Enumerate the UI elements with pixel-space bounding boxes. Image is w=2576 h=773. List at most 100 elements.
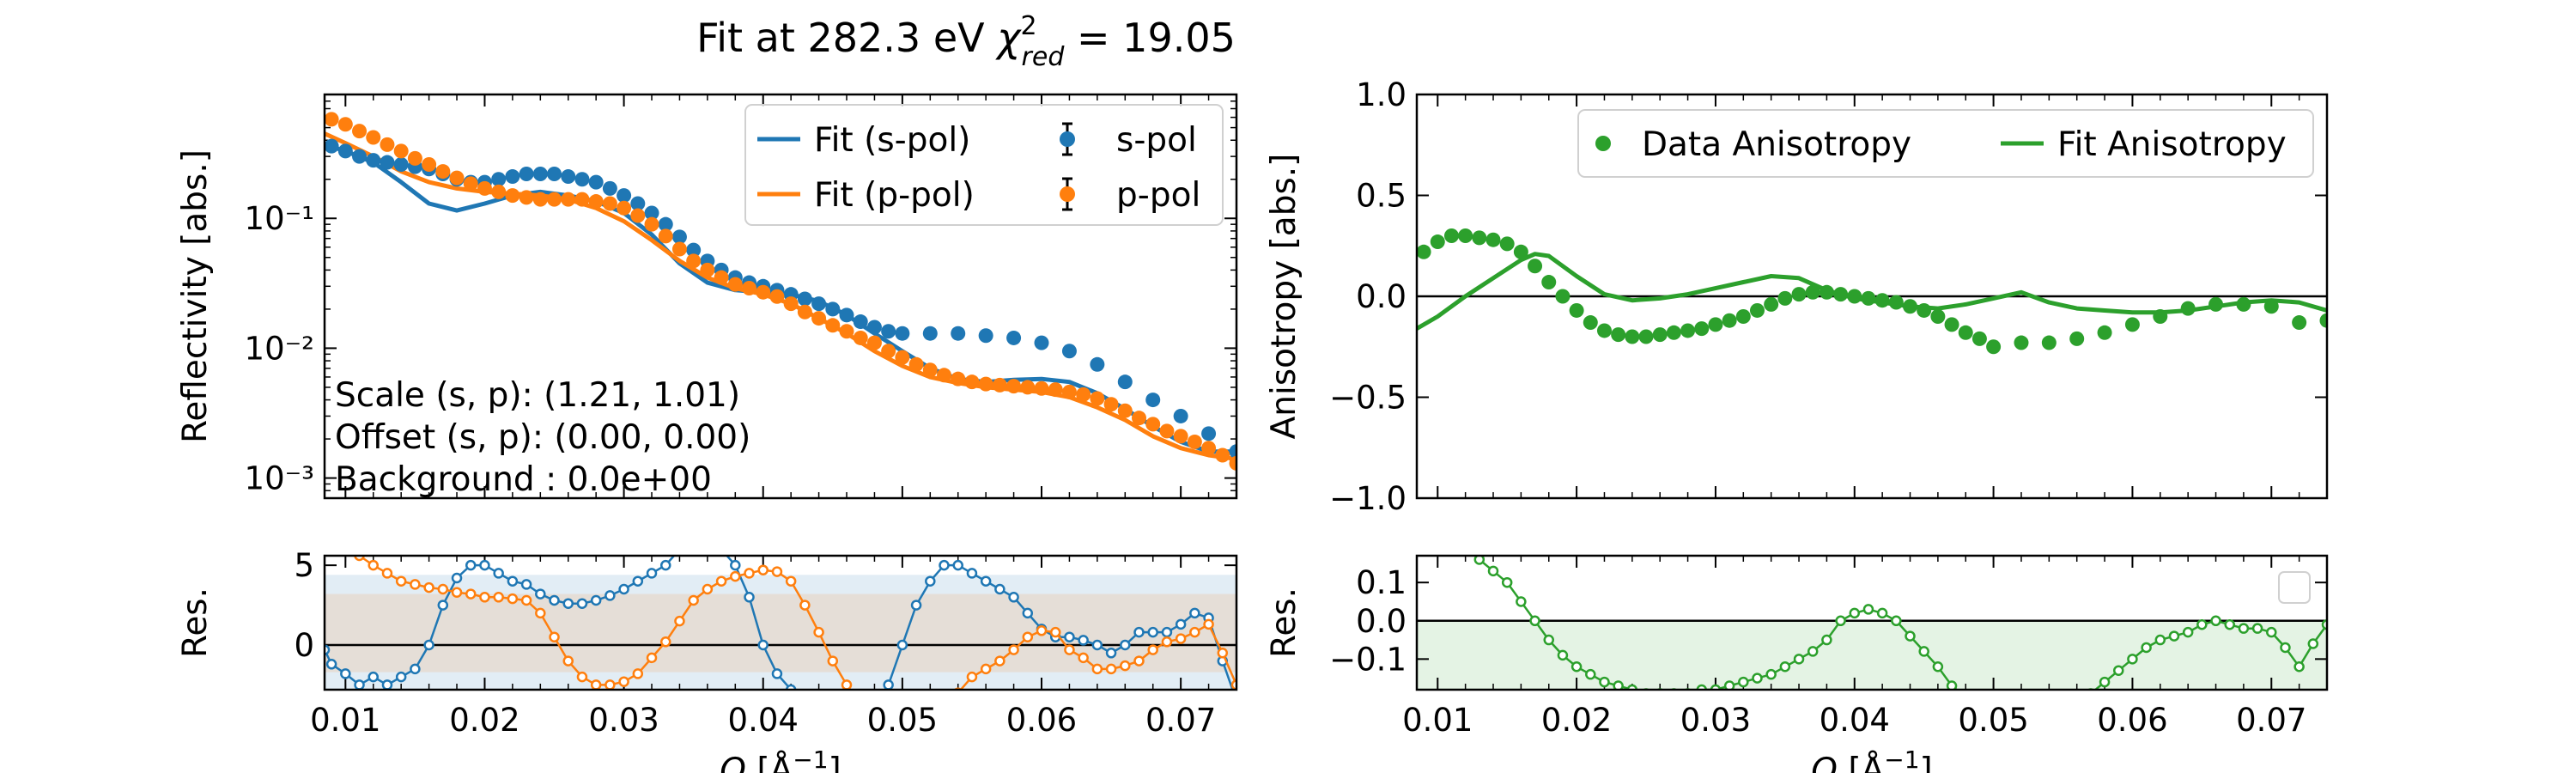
- p-pol-point: [1117, 403, 1133, 418]
- data-anisotropy-point: [1666, 325, 1681, 340]
- data-anisotropy-point: [1499, 236, 1515, 252]
- y-tick-label: −1.0: [1329, 480, 1406, 517]
- s-pol-residual-point: [562, 598, 574, 609]
- p-pol-point: [352, 124, 368, 139]
- p-pol-point: [908, 356, 924, 372]
- s-pol-residual-point: [815, 721, 823, 729]
- s-pol-residual-point: [925, 575, 936, 587]
- title-sub: red: [1022, 42, 1066, 72]
- s-pol-residual-point: [1064, 631, 1075, 642]
- data-anisotropy-point: [1611, 327, 1626, 343]
- data-anisotropy-point: [1638, 329, 1654, 344]
- anisotropy-residual-point: [1613, 680, 1624, 690]
- anisotropy-residual-point: [1433, 502, 1442, 510]
- p-pol-point: [671, 241, 687, 257]
- s-pol-residual-point: [465, 559, 477, 571]
- s-pol-point: [574, 172, 590, 187]
- s-pol-residual-point: [1189, 607, 1200, 619]
- reflectivity-frame: [323, 93, 1238, 500]
- p-pol-point: [435, 164, 451, 180]
- data-anisotropy-point: [1749, 302, 1765, 318]
- p-pol-residual-point: [1064, 644, 1075, 655]
- s-pol-point: [797, 291, 812, 307]
- p-pol-point: [853, 330, 868, 345]
- anisotropy-marks: [1417, 228, 2327, 355]
- anisotropy-residual-point: [2073, 701, 2081, 709]
- anisotropy-residual-point: [2266, 626, 2277, 638]
- data-anisotropy-point: [1555, 289, 1571, 304]
- p-pol-point: [1229, 455, 1236, 471]
- p-pol-point: [783, 296, 799, 312]
- p-pol-point: [769, 289, 785, 304]
- reflectivity-residuals-panel: 0.01 0.02 0.03 0.04 0.05 0.06 0.07 0 5 Res. Q [Å…: [176, 547, 1238, 773]
- p-pol-residual-point: [827, 655, 839, 666]
- s-pol-point: [1006, 330, 1022, 345]
- data-anisotropy-point: [1735, 309, 1751, 324]
- title-post: = 19.05: [1064, 15, 1235, 61]
- p-pol-residual-point: [576, 671, 588, 683]
- s-pol-point: [644, 205, 659, 221]
- p-pol-residual-point: [549, 631, 560, 642]
- p-pol-residual-point: [912, 752, 920, 761]
- p-pol-point: [1215, 447, 1230, 463]
- p-pol-point: [1020, 380, 1036, 395]
- s-pol-point: [561, 169, 576, 185]
- data-anisotropy-point: [2041, 335, 2057, 350]
- s-pol-point: [325, 138, 339, 154]
- y-tick-label: 1.0: [1356, 76, 1406, 113]
- p-pol-point: [325, 112, 339, 127]
- error-band: [325, 593, 1236, 673]
- data-anisotropy-point: [2014, 335, 2029, 350]
- data-anisotropy-point: [1485, 232, 1501, 247]
- s-pol-residual-point: [1120, 639, 1131, 651]
- p-pol-point: [1061, 384, 1077, 399]
- p-pol-point: [1006, 379, 1022, 394]
- s-pol-residual-point: [1078, 635, 1089, 646]
- s-pol-residual-point: [605, 590, 616, 601]
- reflectivity-ylabel: Reflectivity [abs.]: [176, 149, 215, 443]
- s-pol-residual-point: [829, 736, 837, 745]
- reflectivity-residuals-background: [325, 556, 1236, 690]
- p-pol-point: [866, 335, 882, 350]
- p-pol-point: [1201, 441, 1217, 456]
- anisotropy-residual-point: [1821, 634, 1832, 646]
- data-anisotropy-point: [1764, 296, 1779, 312]
- s-pol-point: [532, 166, 548, 181]
- legend-swatch-p: [1060, 177, 1075, 211]
- x-tick-label: 0.06: [1006, 702, 1077, 739]
- s-pol-point: [1117, 374, 1133, 390]
- s-pol-point: [895, 326, 910, 341]
- s-pol-residual-point: [966, 568, 978, 579]
- anisotropy-residual-point: [2141, 642, 2152, 654]
- s-pol-point: [505, 169, 520, 185]
- p-pol-residual-point: [1049, 626, 1061, 638]
- p-pol-residual-point: [744, 568, 755, 579]
- p-pol-residual-point: [771, 566, 783, 577]
- p-pol-point: [602, 196, 617, 211]
- reflectivity-residuals-ylabel: Res.: [176, 587, 215, 658]
- x-tick-label: 0.01: [1402, 702, 1473, 739]
- p-pol-point: [337, 117, 353, 132]
- s-pol-point: [866, 320, 882, 335]
- data-anisotropy-point: [1694, 321, 1710, 337]
- p-pol-point: [422, 157, 437, 173]
- anisotropy-residual-point: [1765, 668, 1777, 680]
- p-pol-residual-point: [688, 594, 699, 606]
- s-pol-residual-point: [632, 575, 644, 587]
- s-pol-residual-point: [618, 583, 629, 595]
- p-pol-point: [477, 180, 492, 196]
- x-tick-label: 0.03: [588, 702, 659, 739]
- y-tick-label: 10⁻²: [245, 330, 314, 367]
- p-pol-point: [714, 270, 729, 285]
- p-pol-residual-point: [1161, 636, 1173, 648]
- y-tick-label: 0.0: [1356, 278, 1406, 315]
- p-pol-point: [727, 277, 743, 292]
- p-pol-residual-point: [659, 636, 671, 648]
- p-pol-residual-point: [1091, 663, 1103, 675]
- s-pol-point: [1145, 393, 1161, 408]
- p-pol-residual-point: [590, 679, 602, 690]
- data-anisotropy-point: [1472, 230, 1487, 246]
- reflectivity-legend: Fit (s-pol) Fit (p-pol) s-pol p-pol: [744, 104, 1224, 226]
- anisotropy-residual-point: [1932, 661, 1944, 673]
- s-pol-residual-point: [842, 745, 851, 753]
